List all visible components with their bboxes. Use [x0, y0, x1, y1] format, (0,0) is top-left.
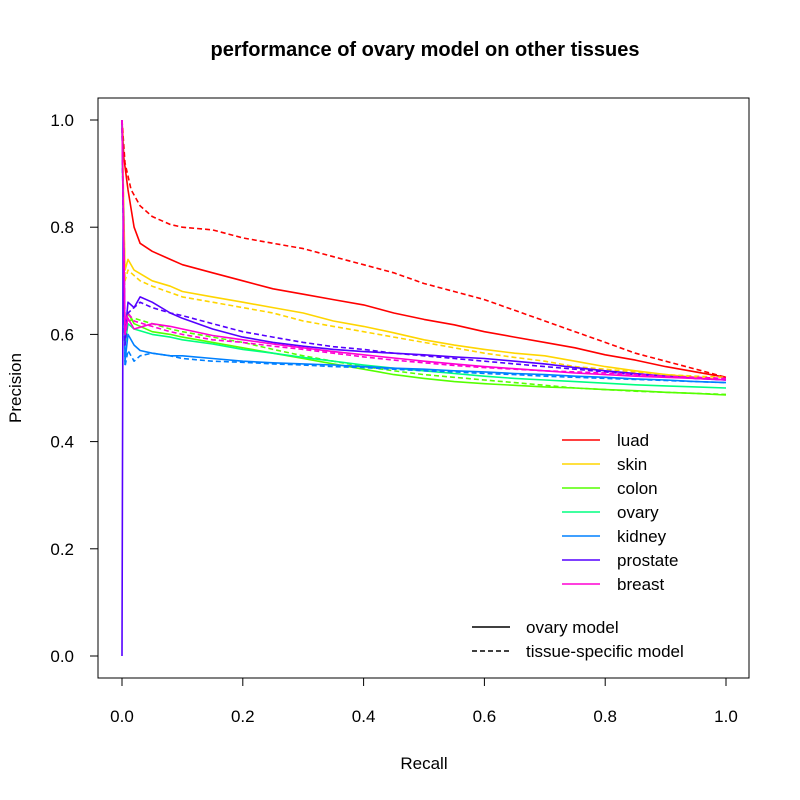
y-tick-label: 0.0 — [50, 647, 74, 666]
x-tick-label: 0.0 — [110, 707, 134, 726]
series-line-ovary-ovary-model — [121, 119, 727, 389]
x-axis-label: Recall — [400, 754, 447, 773]
series-line-prostate-tissue-specific — [121, 119, 727, 381]
series-line-luad-tissue-specific — [121, 119, 727, 379]
chart-title: performance of ovary model on other tiss… — [211, 39, 640, 61]
x-tick-label: 0.4 — [352, 707, 376, 726]
series-line-skin-ovary-model — [121, 119, 727, 381]
legend-label-luad: luad — [617, 431, 649, 450]
legend-label-kidney: kidney — [617, 527, 667, 546]
y-tick-label: 0.2 — [50, 540, 74, 559]
legend-label-skin: skin — [617, 455, 647, 474]
x-tick-label: 0.2 — [231, 707, 255, 726]
x-tick-label: 0.6 — [473, 707, 497, 726]
series-line-prostate-ovary-model — [121, 199, 727, 657]
legend-label-breast: breast — [617, 575, 665, 594]
legend-label-colon: colon — [617, 479, 658, 498]
x-tick-label: 0.8 — [593, 707, 617, 726]
legend-label-model: ovary model — [526, 618, 619, 637]
x-tick-label: 1.0 — [714, 707, 738, 726]
y-axis: 0.0 0.2 0.4 0.6 0.8 1.0 — [50, 111, 99, 666]
x-axis: 0.0 0.2 0.4 0.6 0.8 1.0 — [110, 677, 738, 726]
series-line-kidney-tissue-specific — [121, 119, 727, 384]
legend-label-model: tissue-specific model — [526, 642, 684, 661]
series-line-skin-tissue-specific — [121, 119, 727, 379]
legend-label-ovary: ovary — [617, 503, 659, 522]
y-tick-label: 1.0 — [50, 111, 74, 130]
y-tick-label: 0.4 — [50, 433, 74, 452]
legend-models: ovary model tissue-specific model — [472, 618, 684, 661]
y-axis-label: Precision — [6, 353, 25, 423]
series-line-kidney-ovary-model — [121, 119, 727, 384]
series-line-breast-tissue-specific — [121, 119, 727, 380]
series-layer — [121, 119, 727, 657]
y-tick-label: 0.8 — [50, 218, 74, 237]
y-tick-label: 0.6 — [50, 325, 74, 344]
legend-tissues: luad skin colon ovary kidney prostate breast — [562, 431, 678, 594]
legend-label-prostate: prostate — [617, 551, 678, 570]
series-line-luad-ovary-model — [121, 119, 727, 379]
series-line-breast-ovary-model — [121, 119, 727, 381]
